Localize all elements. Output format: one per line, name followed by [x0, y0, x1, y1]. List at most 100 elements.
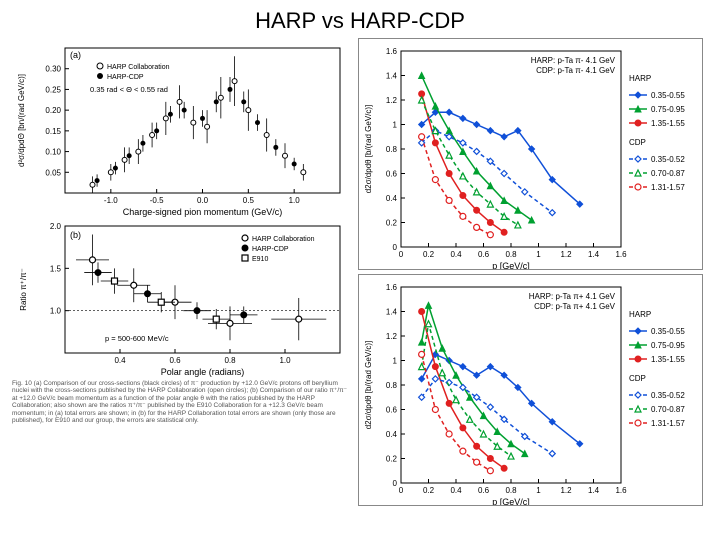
svg-text:0: 0: [393, 243, 398, 252]
svg-text:-1.0: -1.0: [104, 196, 118, 205]
svg-text:1.0: 1.0: [289, 196, 301, 205]
svg-text:0.20: 0.20: [45, 106, 61, 115]
svg-text:1.4: 1.4: [386, 72, 398, 81]
svg-text:0.35-0.55: 0.35-0.55: [651, 91, 685, 100]
left-column: -1.0 -0.5 0.0 0.5 1.0 0.05 0.10 0.15 0.20 0.25 0.3…: [10, 38, 350, 506]
svg-text:HARP: p-Ta π- 4.1 GeV: HARP: p-Ta π- 4.1 GeV: [531, 56, 616, 65]
svg-text:0.8: 0.8: [386, 381, 398, 390]
svg-text:2.0: 2.0: [50, 222, 62, 231]
svg-text:Charge-signed pion momentum (G: Charge-signed pion momentum (GeV/c): [123, 207, 283, 217]
svg-text:Polar angle (radians): Polar angle (radians): [161, 367, 245, 377]
svg-text:0: 0: [393, 479, 398, 488]
svg-text:0.4: 0.4: [386, 194, 398, 203]
svg-text:0.75-0.95: 0.75-0.95: [651, 105, 685, 114]
svg-text:0.10: 0.10: [45, 148, 61, 157]
svg-text:0.25: 0.25: [45, 85, 61, 94]
svg-text:1.0: 1.0: [50, 307, 62, 316]
svg-text:1.2: 1.2: [560, 250, 572, 259]
panel-top: 0 0.2 0.4 0.6 0.8 1 1.2 1.4 1.6 0 0.2 0.4 0.6 0.8 1 1.2…: [358, 38, 703, 270]
svg-text:Ratio π⁺/π⁻: Ratio π⁺/π⁻: [19, 268, 28, 311]
svg-text:p [GeV/c]: p [GeV/c]: [492, 261, 530, 269]
svg-text:HARP: HARP: [629, 310, 651, 319]
svg-text:1.6: 1.6: [386, 47, 398, 56]
svg-text:d²σ/dpdΘ [bn/(rad GeV/c)]: d²σ/dpdΘ [bn/(rad GeV/c)]: [17, 74, 26, 167]
svg-text:0.35-0.55: 0.35-0.55: [651, 327, 685, 336]
svg-text:0.4: 0.4: [450, 486, 462, 495]
svg-text:0.2: 0.2: [386, 455, 398, 464]
svg-text:HARP-CDP: HARP-CDP: [252, 246, 289, 253]
svg-text:E910: E910: [252, 256, 268, 263]
svg-text:0.30: 0.30: [45, 65, 61, 74]
svg-text:1: 1: [536, 250, 541, 259]
figure-caption: Fig. 10 (a) Comparison of our cross-sect…: [10, 378, 350, 427]
svg-text:1: 1: [536, 486, 541, 495]
svg-text:1.4: 1.4: [588, 486, 600, 495]
svg-text:HARP: HARP: [629, 74, 651, 83]
svg-text:(b): (b): [70, 230, 81, 240]
svg-text:CDP: p-Ta π+ 4.1 GeV: CDP: p-Ta π+ 4.1 GeV: [534, 302, 616, 311]
svg-text:0.6: 0.6: [386, 170, 398, 179]
svg-text:HARP: p-Ta π+ 4.1 GeV: HARP: p-Ta π+ 4.1 GeV: [529, 292, 616, 301]
svg-text:1.6: 1.6: [615, 486, 627, 495]
svg-text:1.6: 1.6: [615, 250, 627, 259]
svg-text:0.6: 0.6: [478, 250, 490, 259]
svg-text:0.8: 0.8: [386, 145, 398, 154]
svg-text:1.0: 1.0: [279, 356, 291, 365]
svg-text:0.05: 0.05: [45, 168, 61, 177]
right-column: 0 0.2 0.4 0.6 0.8 1 1.2 1.4 1.6 0 0.2 0.4 0.6 0.8 1 1.2…: [358, 38, 703, 506]
svg-text:HARP-CDP: HARP-CDP: [107, 74, 144, 81]
svg-text:1.5: 1.5: [50, 264, 62, 273]
svg-text:HARP Collaboration: HARP Collaboration: [252, 236, 315, 243]
svg-text:0.70-0.87: 0.70-0.87: [651, 405, 685, 414]
svg-text:0.8: 0.8: [505, 250, 517, 259]
svg-text:CDP: p-Ta π- 4.1 GeV: CDP: p-Ta π- 4.1 GeV: [536, 66, 616, 75]
svg-text:1.4: 1.4: [386, 308, 398, 317]
svg-text:0.6: 0.6: [478, 486, 490, 495]
svg-text:1.2: 1.2: [560, 486, 572, 495]
svg-text:0: 0: [399, 250, 404, 259]
svg-text:0.6: 0.6: [386, 406, 398, 415]
svg-text:0.4: 0.4: [450, 250, 462, 259]
svg-text:1: 1: [393, 357, 398, 366]
svg-text:1.2: 1.2: [386, 332, 398, 341]
svg-text:-0.5: -0.5: [150, 196, 164, 205]
chart-container: -1.0-0.50.00.51.00.050.100.150.200.250.3…: [0, 34, 720, 510]
svg-text:d2σ/dpdθ [b/(rad GeV/c)]: d2σ/dpdθ [b/(rad GeV/c)]: [364, 105, 373, 194]
svg-text:1: 1: [393, 121, 398, 130]
svg-text:0.75-0.95: 0.75-0.95: [651, 341, 685, 350]
svg-text:1.4: 1.4: [588, 250, 600, 259]
svg-text:1.31-1.57: 1.31-1.57: [651, 183, 685, 192]
svg-text:0.8: 0.8: [505, 486, 517, 495]
svg-text:HARP Collaboration: HARP Collaboration: [107, 64, 170, 71]
svg-text:0.4: 0.4: [386, 430, 398, 439]
svg-text:0.2: 0.2: [423, 250, 435, 259]
panel-b: 0.4 0.6 0.8 1.0 1.0 1.5 2.0 Polar angle (radian…: [10, 218, 350, 378]
svg-text:1.35-1.55: 1.35-1.55: [651, 119, 685, 128]
page-title: HARP vs HARP-CDP: [0, 0, 720, 34]
svg-text:p = 500-600 MeV/c: p = 500-600 MeV/c: [105, 334, 169, 343]
svg-text:0: 0: [399, 486, 404, 495]
svg-text:(a): (a): [70, 50, 81, 60]
svg-text:1.31-1.57: 1.31-1.57: [651, 419, 685, 428]
svg-text:0.6: 0.6: [169, 356, 181, 365]
svg-text:0.8: 0.8: [224, 356, 236, 365]
svg-text:1.6: 1.6: [386, 283, 398, 292]
svg-text:0.4: 0.4: [114, 356, 126, 365]
panel-bottom: 0 0.2 0.4 0.6 0.8 1 1.2 1.4 1.6 0 0.2 0.4 0.6 0.8 1 1.2…: [358, 274, 703, 506]
svg-text:0.70-0.87: 0.70-0.87: [651, 169, 685, 178]
svg-text:0.35 rad < Θ < 0.55 rad: 0.35 rad < Θ < 0.55 rad: [90, 85, 168, 94]
svg-text:0.0: 0.0: [197, 196, 209, 205]
svg-text:0.35-0.52: 0.35-0.52: [651, 391, 685, 400]
svg-text:0.35-0.52: 0.35-0.52: [651, 155, 685, 164]
svg-text:0.5: 0.5: [243, 196, 255, 205]
svg-text:CDP: CDP: [629, 374, 646, 383]
svg-text:0.2: 0.2: [423, 486, 435, 495]
panel-a: -1.0 -0.5 0.0 0.5 1.0 0.05 0.10 0.15 0.20 0.25 0.3…: [10, 38, 350, 218]
svg-text:d2σ/dpdθ [b/(rad GeV/c)]: d2σ/dpdθ [b/(rad GeV/c)]: [364, 341, 373, 430]
svg-text:0.2: 0.2: [386, 219, 398, 228]
svg-text:p [GeV/c]: p [GeV/c]: [492, 497, 530, 505]
svg-text:0.15: 0.15: [45, 127, 61, 136]
svg-text:1.35-1.55: 1.35-1.55: [651, 355, 685, 364]
svg-text:CDP: CDP: [629, 138, 646, 147]
svg-text:1.2: 1.2: [386, 96, 398, 105]
